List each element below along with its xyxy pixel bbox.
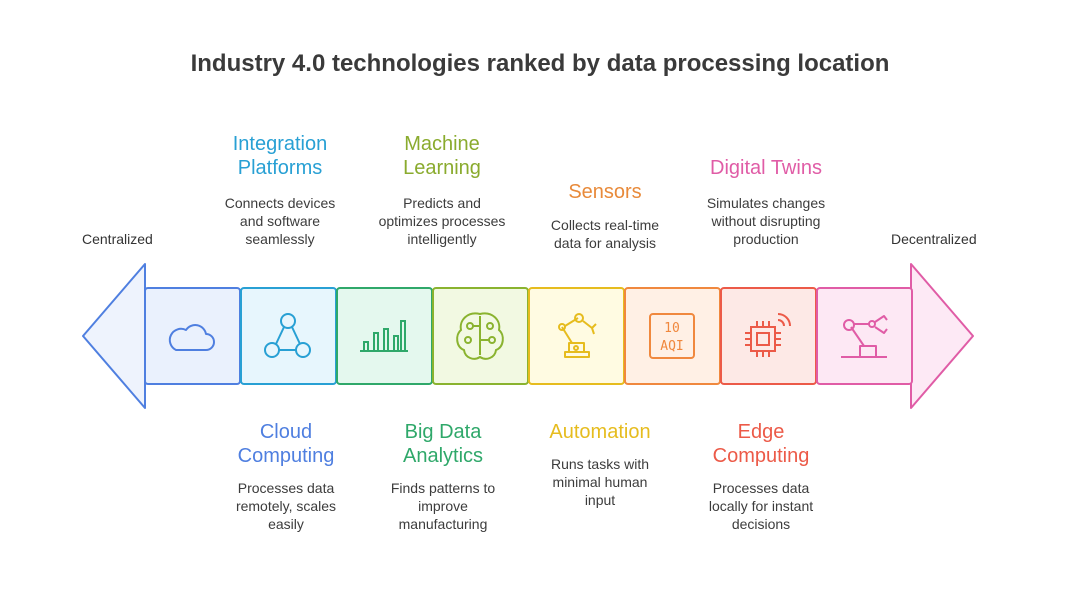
label-digital-twins: Digital Twins Simulates changes without … <box>690 156 842 248</box>
segment-integration-platforms <box>240 287 337 385</box>
network-icon <box>264 313 311 358</box>
label-integration-platforms: Integration Platforms Connects devices a… <box>210 132 350 248</box>
robot-gripper-icon <box>841 315 888 358</box>
description-machine-learning: Predicts and optimizes processes intelli… <box>378 195 506 247</box>
cloud-icon <box>168 324 215 351</box>
left-arrowhead <box>82 263 146 409</box>
chip-icon <box>745 313 791 357</box>
heading-edge-computing: Edge Computing <box>712 421 810 467</box>
segment-digital-twins <box>816 287 913 385</box>
description-big-data-analytics: Finds patterns to improve manufacturing <box>390 480 496 532</box>
label-edge-computing: Edge Computing Processes data locally fo… <box>686 420 836 533</box>
description-cloud-computing: Processes data remotely, scales easily <box>235 480 337 532</box>
decentralized-label: Decentralized <box>891 231 977 247</box>
description-integration-platforms: Connects devices and software seamlessly <box>224 195 336 247</box>
heading-integration-platforms: Integration Platforms <box>232 133 328 179</box>
description-edge-computing: Processes data locally for instant decis… <box>708 480 814 532</box>
label-big-data-analytics: Big Data Analytics Finds patterns to imp… <box>368 420 518 533</box>
segment-big-data-analytics <box>432 287 529 385</box>
description-automation: Runs tasks with minimal human input <box>550 456 650 508</box>
centralized-label: Centralized <box>82 231 153 247</box>
diagram-title: Industry 4.0 technologies ranked by data… <box>190 50 890 77</box>
heading-machine-learning: Machine Learning <box>403 133 481 179</box>
label-automation: Automation Runs tasks with minimal human… <box>525 420 675 509</box>
heading-big-data-analytics: Big Data Analytics <box>402 421 484 467</box>
right-arrowhead <box>910 263 974 409</box>
segment-machine-learning <box>336 287 433 385</box>
aqi-sensor-icon: 10 AQI <box>649 313 695 359</box>
heading-automation: Automation <box>549 421 651 443</box>
svg-text:AQI: AQI <box>660 339 683 354</box>
heading-cloud-computing: Cloud Computing <box>237 421 335 467</box>
segment-edge-computing <box>720 287 817 385</box>
bar-chart-icon <box>360 320 408 352</box>
description-digital-twins: Simulates changes without disrupting pro… <box>706 195 826 247</box>
label-sensors: Sensors Collects real-time data for anal… <box>530 180 680 252</box>
segment-sensors <box>528 287 625 385</box>
segment-automation: 10 AQI <box>624 287 721 385</box>
heading-digital-twins: Digital Twins <box>710 157 822 179</box>
brain-icon <box>456 312 504 360</box>
segment-cloud-computing <box>144 287 241 385</box>
svg-text:10: 10 <box>664 321 680 336</box>
description-sensors: Collects real-time data for analysis <box>550 217 660 251</box>
heading-sensors: Sensors <box>568 181 642 203</box>
robot-arm-icon <box>558 313 597 358</box>
label-cloud-computing: Cloud Computing Processes data remotely,… <box>216 420 356 533</box>
label-machine-learning: Machine Learning Predicts and optimizes … <box>366 132 518 248</box>
